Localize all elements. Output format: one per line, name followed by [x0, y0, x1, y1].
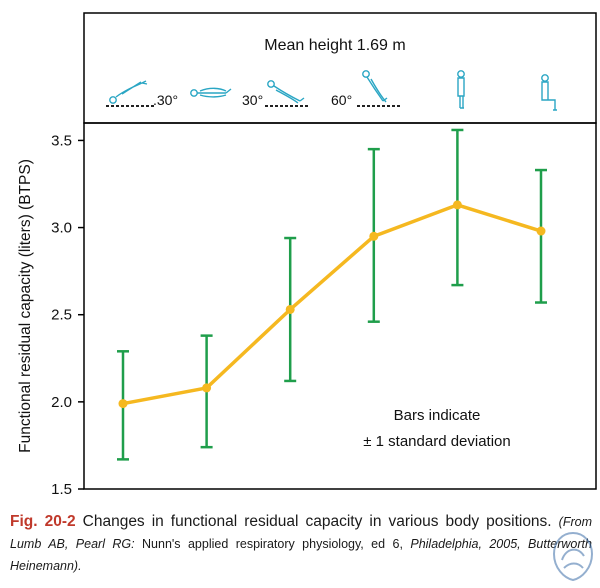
posture-icons: .30° 30° 60°	[106, 70, 557, 111]
frc-line	[122, 203, 542, 406]
plot-frame	[83, 122, 597, 490]
data-point	[452, 200, 462, 210]
figure-label: Fig. 20-2	[10, 513, 76, 530]
annotation-line-2: ± 1 standard deviation	[363, 433, 511, 450]
head-up-angle: 30°	[242, 92, 263, 108]
error-bars	[117, 128, 547, 461]
sitting-icon	[541, 74, 557, 111]
caption-source: (From Lumb AB, Pearl RG: Nunn's applied …	[10, 515, 592, 573]
y-tick-label: 2.0	[51, 394, 72, 411]
data-point	[536, 226, 546, 236]
standing-icon	[457, 70, 465, 109]
figure: Mean height 1.69 m .30° 30° 60°	[17, 12, 597, 498]
source-title: Nunn's applied respiratory physiology, e…	[142, 537, 403, 551]
source-prefix: (From Lumb AB, Pearl RG:	[10, 515, 592, 551]
head-up-60-icon	[362, 70, 388, 103]
data-point	[202, 383, 212, 393]
y-tick-label: 3.5	[51, 132, 72, 149]
supine-icon	[190, 87, 232, 98]
source-suffix: Philadelphia, 2005, Butterworth Heineman…	[10, 537, 592, 573]
data-point	[285, 304, 295, 314]
data-point	[118, 399, 128, 409]
caption-text: Changes in functional residual capacity …	[82, 513, 552, 530]
watermark-seal-icon	[552, 531, 594, 582]
head-down-30-icon	[109, 80, 148, 104]
head-up-30-icon	[267, 80, 305, 104]
head-up-steep-angle: 60°	[331, 92, 352, 108]
y-axis-label: Functional residual capacity (liters) (B…	[17, 159, 34, 453]
annotation-line-1: Bars indicate	[394, 407, 481, 424]
y-tick-label: 2.5	[51, 307, 72, 324]
y-tick-label: 3.0	[51, 220, 72, 237]
figure-caption: Fig. 20-2 Changes in functional residual…	[10, 511, 592, 577]
frc-series	[118, 200, 546, 409]
y-tick-label: 1.5	[51, 481, 72, 498]
head-down-angle: .30°	[153, 92, 178, 108]
data-point	[369, 231, 379, 241]
y-axis: 1.5 2.0 2.5 3.0 3.5	[51, 132, 84, 498]
header-title: Mean height 1.69 m	[264, 37, 405, 54]
